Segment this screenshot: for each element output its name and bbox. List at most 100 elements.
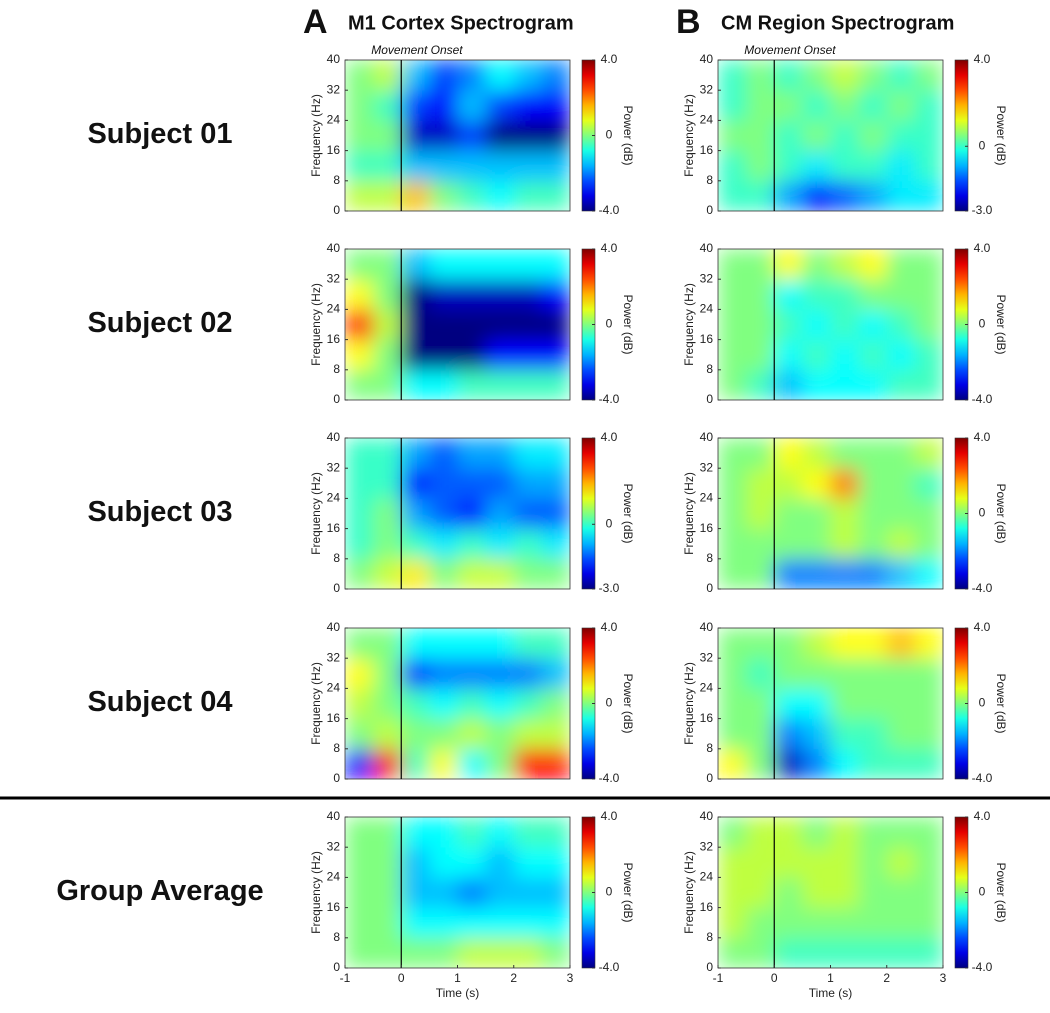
heatmap-cell xyxy=(774,279,803,310)
heatmap-cell xyxy=(401,468,430,499)
heatmap-cell xyxy=(774,907,803,939)
y-tick-label: 40 xyxy=(327,430,341,444)
heatmap-cell xyxy=(858,279,888,310)
heatmap-cell xyxy=(513,718,543,750)
y-tick-label: 0 xyxy=(333,203,340,217)
heatmap-cell xyxy=(830,150,860,182)
heatmap-cell xyxy=(541,498,570,530)
heatmap-cell xyxy=(457,180,487,211)
heatmap-cell xyxy=(718,249,747,280)
heatmap-cell xyxy=(457,279,487,310)
plot-frame xyxy=(344,627,571,780)
heatmap-cell xyxy=(429,309,458,341)
x-tick-label: 0 xyxy=(398,971,405,985)
y-tick-label: 40 xyxy=(327,52,341,66)
heatmap-cell xyxy=(802,907,831,939)
heatmap-cell xyxy=(830,279,860,310)
heatmap-cell xyxy=(485,528,515,560)
heatmap-cell xyxy=(914,937,943,968)
heatmap-cell xyxy=(401,658,430,689)
heatmap-cell xyxy=(914,369,943,400)
heatmap-cell xyxy=(830,658,860,689)
x-tick-label: 0 xyxy=(771,971,778,985)
heatmap-cell xyxy=(830,438,860,469)
heatmap-cell xyxy=(541,907,570,939)
heatmap-cells xyxy=(718,60,943,211)
heatmap-cell xyxy=(345,279,374,310)
y-tick-label: 32 xyxy=(327,82,341,96)
heatmap-cell xyxy=(541,60,570,91)
heatmap-cell xyxy=(345,748,374,779)
heatmap-cell xyxy=(485,748,515,779)
colorbar-tick-label: 4.0 xyxy=(601,241,618,255)
heatmap-cell xyxy=(774,748,803,779)
heatmap-cell xyxy=(802,628,831,659)
x-tick-label: -1 xyxy=(340,971,351,985)
heatmap-cell xyxy=(718,847,747,878)
heatmap-cell xyxy=(746,658,775,689)
heatmap-cell xyxy=(858,438,888,469)
heatmap-cell xyxy=(401,120,430,152)
heatmap-cell xyxy=(401,907,430,939)
heatmap-cell xyxy=(485,817,515,848)
heatmap-cell xyxy=(830,937,860,968)
heatmap-cell xyxy=(886,877,916,909)
colorbar-tick-label: 0 xyxy=(606,317,613,331)
heatmap-cell xyxy=(718,748,747,779)
heatmap-cell xyxy=(774,498,803,530)
y-tick-label: 24 xyxy=(327,491,341,505)
heatmap-cell xyxy=(429,249,458,280)
y-tick-label: 8 xyxy=(333,362,340,376)
heatmap xyxy=(718,60,943,211)
heatmap-cell xyxy=(802,658,831,689)
heatmap-cell xyxy=(802,180,831,211)
heatmap-cell xyxy=(401,279,430,310)
heatmap-cell xyxy=(914,688,943,720)
y-tick-label: 0 xyxy=(706,203,713,217)
colorbar-label: Power (dB) xyxy=(621,105,635,165)
heatmap-cell xyxy=(746,907,775,939)
heatmap xyxy=(345,438,570,589)
colorbar-label: Power (dB) xyxy=(994,294,1008,354)
heatmap-cell xyxy=(746,60,775,91)
heatmap-cells xyxy=(345,438,570,589)
y-tick-label: 8 xyxy=(333,741,340,755)
y-tick-label: 24 xyxy=(700,113,714,127)
heatmap-cell xyxy=(914,528,943,560)
y-axis-label: Frequency (Hz) xyxy=(309,851,323,934)
heatmap-cell xyxy=(774,628,803,659)
heatmap-cell xyxy=(401,309,430,341)
heatmap-cell xyxy=(345,718,374,750)
heatmap-cell xyxy=(802,937,831,968)
heatmap-cell xyxy=(513,438,543,469)
heatmap-cell xyxy=(373,438,402,469)
heatmap-cell xyxy=(746,817,775,848)
heatmap-cell xyxy=(485,498,515,530)
heatmap-cell xyxy=(746,498,775,530)
heatmap-cell xyxy=(914,817,943,848)
heatmap-cell xyxy=(429,150,458,182)
heatmap-cell xyxy=(401,150,430,182)
heatmap-cell xyxy=(457,249,487,280)
x-axis-label: Time (s) xyxy=(809,986,853,1000)
heatmap-cell xyxy=(513,558,543,589)
colorbar-tick-label: 4.0 xyxy=(974,430,991,444)
heatmap-cell xyxy=(513,150,543,182)
heatmap-cell xyxy=(345,150,374,182)
heatmap-cell xyxy=(513,937,543,968)
heatmap xyxy=(718,438,943,589)
y-tick-label: 32 xyxy=(327,460,341,474)
heatmap-cell xyxy=(830,498,860,530)
heatmap-cell xyxy=(373,60,402,91)
heatmap-cell xyxy=(802,120,831,152)
heatmap-cell xyxy=(513,279,543,310)
y-tick-label: 0 xyxy=(706,771,713,785)
heatmap-cell xyxy=(345,438,374,469)
heatmap-cell xyxy=(802,877,831,909)
colorbar-tick-label: -4.0 xyxy=(599,203,620,217)
heatmap-cell xyxy=(401,438,430,469)
heatmap-cell xyxy=(886,628,916,659)
heatmap-cell xyxy=(914,907,943,939)
colorbar-tick-label: -4.0 xyxy=(972,581,993,595)
heatmap-cell xyxy=(541,249,570,280)
